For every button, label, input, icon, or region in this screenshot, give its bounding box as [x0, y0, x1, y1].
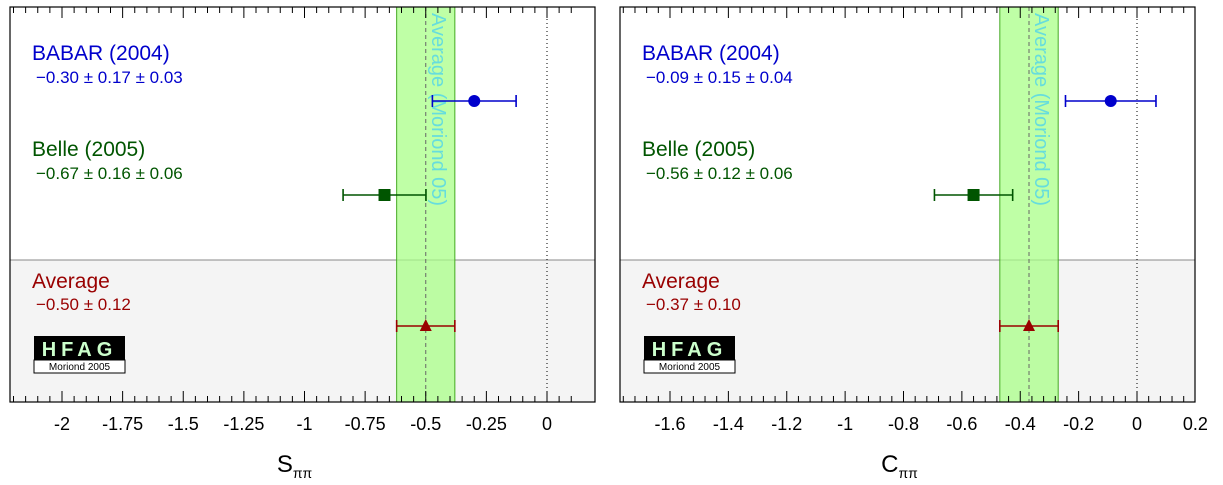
tick-label: 0.2 — [1183, 414, 1208, 434]
chart-panel-2: Average (Moriond 05) -1.6 -1.4 -1.2 -1 -0.8 -0… — [619, 6, 1208, 481]
tick-label: -0.25 — [466, 414, 507, 434]
measurement-label: BABAR (2004) — [32, 42, 170, 65]
tick-label: 0 — [1132, 414, 1142, 434]
tick-label: -0.2 — [1063, 414, 1094, 434]
data-point — [967, 189, 980, 201]
hfag-logo-subbox — [33, 359, 126, 374]
hfag-logo-text: HFAG — [652, 339, 728, 361]
measurement-value: −0.37 ± 0.10 — [646, 295, 741, 314]
data-point — [378, 189, 391, 201]
measurement-value: −0.30 ± 0.17 ± 0.03 — [36, 68, 183, 87]
tick-label: -1.4 — [713, 414, 744, 434]
average-region — [620, 260, 1195, 402]
measurement-value: −0.50 ± 0.12 — [36, 295, 131, 314]
tick-label: -1.25 — [223, 414, 264, 434]
tick-label: -1 — [296, 414, 312, 434]
tick-label: -0.6 — [946, 414, 977, 434]
hfag-logo-subtext: Moriond 2005 — [659, 362, 721, 373]
tick-label: -0.4 — [1005, 414, 1036, 434]
x-axis-label-subscript: ππ — [899, 465, 919, 481]
measurement-label: Average — [642, 270, 720, 293]
hfag-logo-box — [34, 336, 125, 360]
tick-label: -0.75 — [345, 414, 386, 434]
data-point — [1104, 95, 1117, 107]
measurement-label: Belle (2005) — [32, 138, 145, 161]
hfag-logo-text: HFAG — [42, 339, 118, 361]
tick-label: -2 — [54, 414, 70, 434]
tick-label: -0.8 — [888, 414, 919, 434]
plot-frame — [9, 6, 596, 403]
hfag-logo-subbox — [643, 359, 736, 374]
data-point — [1023, 319, 1036, 331]
x-axis-label: Sππ — [277, 451, 313, 481]
tick-label: -1.2 — [771, 414, 802, 434]
tick-label: -0.5 — [410, 414, 441, 434]
tick-label: -1.5 — [168, 414, 199, 434]
measurement-label: Average — [32, 270, 110, 293]
x-axis-label-subscript: ππ — [293, 465, 313, 481]
tick-label: -1.75 — [102, 414, 143, 434]
measurement-value: −0.56 ± 0.12 ± 0.06 — [646, 164, 793, 183]
chart-panel-1: Average (Moriond 05) -2 -1.75 -1.5 -1.25 -1 -0… — [9, 6, 596, 481]
band-label: Average (Moriond 05) — [1030, 13, 1052, 206]
measurement-value: −0.09 ± 0.15 ± 0.04 — [646, 68, 793, 87]
measurement-label: Belle (2005) — [642, 138, 755, 161]
hfag-logo-subtext: Moriond 2005 — [49, 362, 111, 373]
band-label: Average (Moriond 05) — [427, 13, 449, 206]
tick-label: -1.6 — [654, 414, 685, 434]
hfag-logo-box — [644, 336, 735, 360]
measurement-label: BABAR (2004) — [642, 42, 780, 65]
data-point — [468, 95, 481, 107]
average-region — [10, 260, 595, 402]
measurement-value: −0.67 ± 0.16 ± 0.06 — [36, 164, 183, 183]
plot-frame — [619, 6, 1196, 403]
tick-label: 0 — [542, 414, 552, 434]
x-axis-label: Cππ — [881, 451, 918, 481]
tick-label: -1 — [837, 414, 853, 434]
data-point — [419, 319, 432, 331]
